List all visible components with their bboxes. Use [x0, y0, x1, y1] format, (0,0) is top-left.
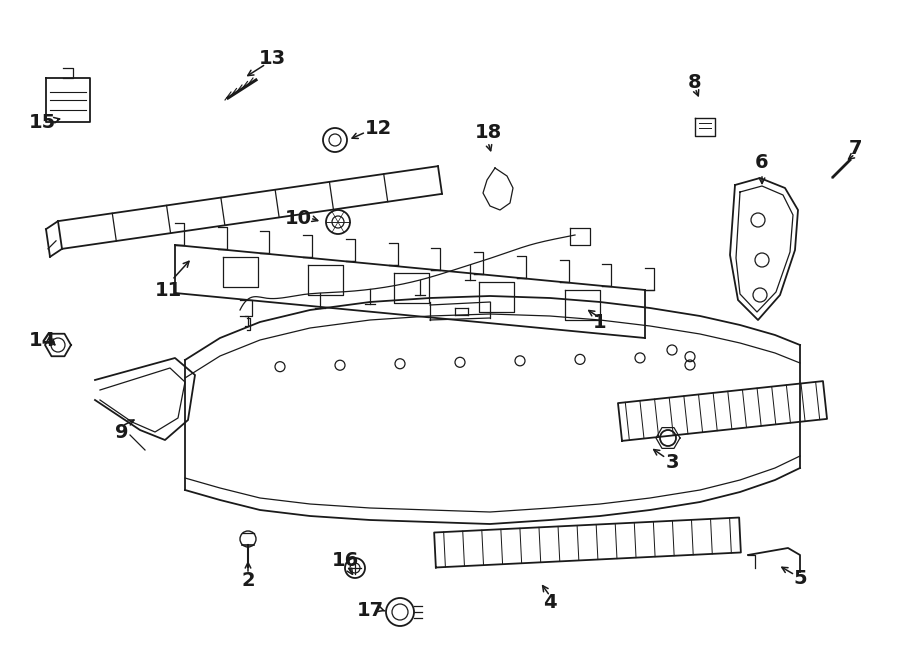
Text: 8: 8 [688, 73, 702, 91]
Text: 6: 6 [755, 153, 769, 171]
Text: 17: 17 [356, 600, 383, 619]
Text: 11: 11 [155, 280, 182, 299]
Text: 15: 15 [29, 112, 56, 132]
Text: 16: 16 [331, 551, 358, 570]
Text: 18: 18 [474, 122, 501, 141]
Text: 4: 4 [544, 592, 557, 611]
Text: 10: 10 [284, 208, 311, 227]
Text: 2: 2 [241, 570, 255, 590]
Text: 3: 3 [665, 453, 679, 471]
Text: 5: 5 [793, 568, 806, 588]
Text: 13: 13 [258, 48, 285, 67]
Text: 14: 14 [29, 330, 56, 350]
Text: 9: 9 [115, 422, 129, 442]
Text: 12: 12 [364, 118, 392, 137]
Text: 1: 1 [593, 313, 607, 332]
Text: 7: 7 [848, 139, 862, 157]
